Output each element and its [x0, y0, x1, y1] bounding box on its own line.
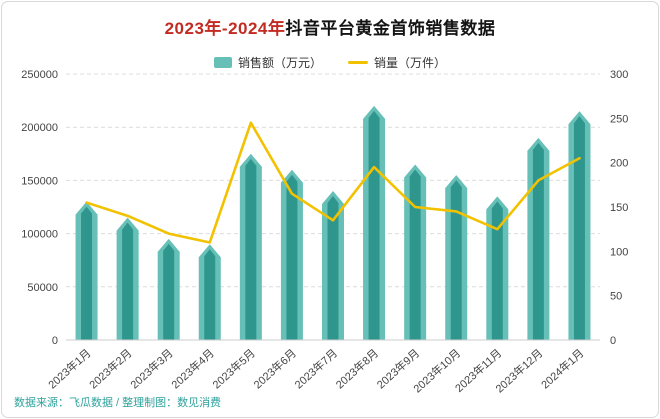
y-axis-left-label: 150000 [21, 175, 58, 187]
bar-inner-2023年5月[interactable] [245, 158, 257, 340]
bar-swatch-icon [213, 57, 232, 68]
x-axis-label-2023年1月: 2023年1月 [45, 346, 93, 392]
y-axis-right-label: 100 [610, 246, 628, 258]
y-axis-left-label: 250000 [21, 69, 58, 81]
y-axis-right-label: 300 [610, 69, 628, 81]
x-axis-label-2024年1月: 2024年1月 [538, 346, 586, 392]
bar-inner-2023年12月[interactable] [532, 142, 544, 340]
bar-inner-2023年2月[interactable] [122, 222, 134, 340]
data-source-note: 数据来源：飞瓜数据 / 整理制图：数见消费 [14, 397, 222, 409]
legend-label-sales-amount: 销售额（万元） [237, 56, 322, 70]
y-axis-right-label: 150 [610, 202, 628, 214]
chart-title-text: 抖音平台黄金首饰销售数据 [285, 19, 496, 38]
bar-inner-2023年8月[interactable] [368, 110, 380, 340]
x-axis-label-2023年2月: 2023年2月 [86, 346, 134, 392]
x-axis-label-2023年8月: 2023年8月 [333, 346, 381, 392]
bar-inner-2023年4月[interactable] [204, 249, 216, 340]
y-axis-right-label: 250 [610, 113, 628, 125]
legend-item-sales-amount[interactable]: 销售额（万元） [213, 54, 322, 71]
y-axis-right-label: 0 [610, 335, 616, 347]
x-axis-label-2023年3月: 2023年3月 [127, 346, 175, 392]
bar-inner-2023年6月[interactable] [286, 174, 298, 340]
bar-inner-2024年1月[interactable] [573, 116, 585, 341]
y-axis-left-label: 200000 [21, 122, 58, 134]
bar-inner-2023年10月[interactable] [450, 180, 462, 340]
legend: 销售额（万元） 销量（万件） [2, 54, 658, 71]
legend-label-sales-volume: 销量（万件） [374, 56, 447, 70]
legend-item-sales-volume[interactable]: 销量（万件） [348, 54, 446, 71]
y-axis-right-label: 50 [610, 291, 622, 303]
x-axis-label-2023年5月: 2023年5月 [209, 346, 257, 392]
x-axis-label-2023年6月: 2023年6月 [250, 346, 298, 392]
bar-inner-2023年7月[interactable] [327, 196, 339, 340]
bar-inner-2023年9月[interactable] [409, 169, 421, 340]
bar-inner-2023年3月[interactable] [163, 243, 175, 340]
x-axis-label-2023年4月: 2023年4月 [168, 346, 216, 392]
bar-inner-2023年11月[interactable] [491, 201, 503, 340]
y-axis-right-label: 200 [610, 158, 628, 170]
chart-title-years: 2023年-2024年 [164, 19, 286, 38]
y-axis-left-label: 100000 [21, 229, 58, 241]
bar-inner-2023年1月[interactable] [81, 206, 93, 340]
sales-volume-line[interactable] [85, 121, 581, 244]
x-axis-label-2023年7月: 2023年7月 [292, 346, 340, 392]
y-axis-left-label: 50000 [27, 282, 58, 294]
y-axis-left-label: 0 [52, 335, 58, 347]
line-swatch-icon [348, 61, 368, 64]
chart-title: 2023年-2024年抖音平台黄金首饰销售数据 [2, 14, 658, 39]
